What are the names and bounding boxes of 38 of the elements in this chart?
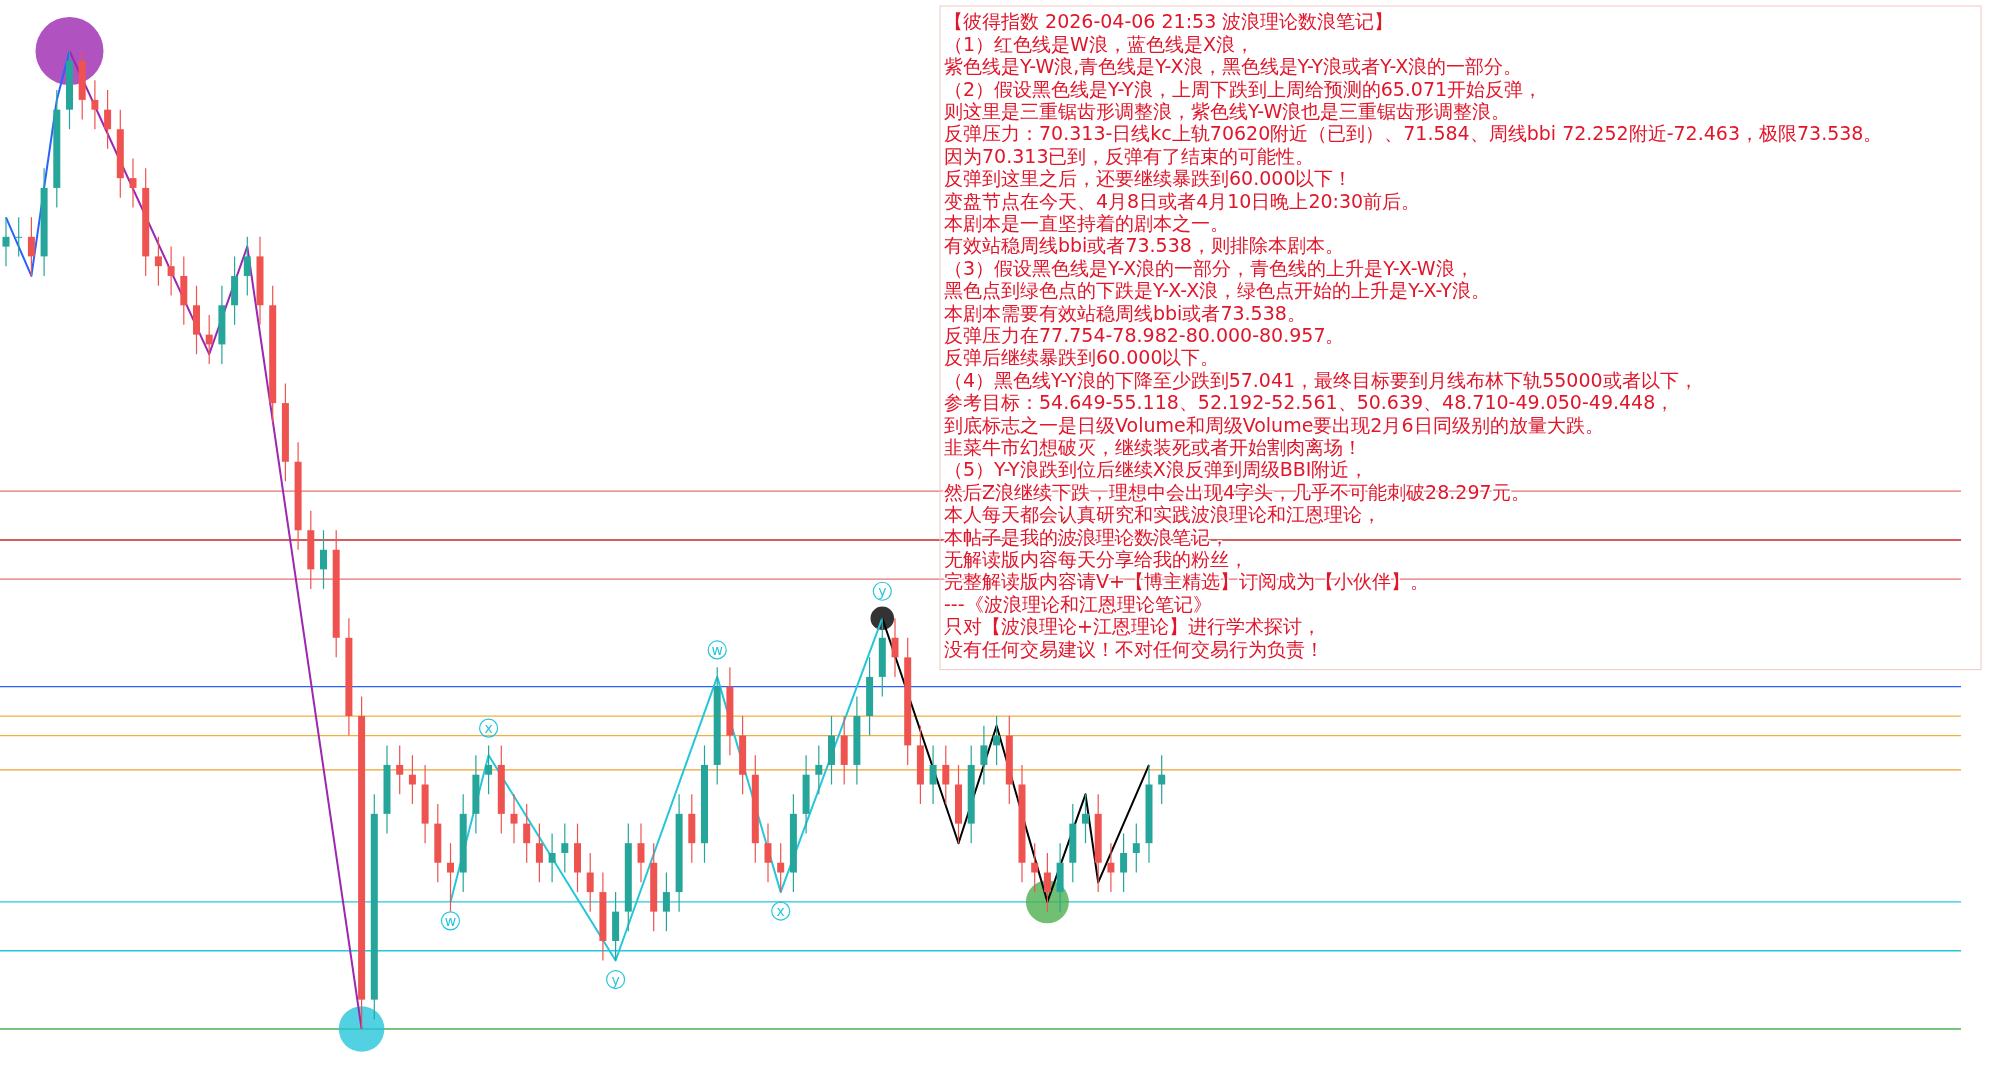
annotation: 黑色点到绿色点的下跌是Y-X-X浪，绿色点开始的上升是Y-X-Y浪。 (944, 279, 1490, 302)
annotation: 反弹后继续暴跌到60.000以下。 (944, 346, 1220, 369)
wave-label: y (606, 969, 626, 990)
annotation: 没有任何交易建议！不对任何交易行为负责！ (944, 637, 1324, 660)
annotation: 有效站稳周线bbi或者73.538，则排除本剧本。 (944, 234, 1344, 257)
annotation: ---《波浪理论和江恩理论笔记》 (944, 592, 1212, 615)
wave-label: y (872, 581, 892, 601)
annotation: （5）Y-Y浪跌到位后继续X浪反弹到周级BBI附近， (944, 458, 1369, 481)
annotation: （3）假设黑色线是Y-X浪的一部分，青色线的上升是Y-X-W浪， (944, 256, 1474, 279)
annotation: 本剧本是一直坚持着的剧本之一。 (944, 212, 1229, 234)
annotation: 只对【波浪理论+江恩理论】进行学术探讨， (944, 615, 1321, 638)
annotation: 参考目标：54.649-55.118、52.192-52.561、50.639、48.710-49.050-49.448， (944, 391, 1675, 414)
chart-title: 【彼得指数 2026-04-06 21:53 波浪理论数浪笔记】 (944, 10, 1394, 33)
wave-label: w (440, 911, 461, 931)
annotation: x (776, 903, 785, 920)
annotation: y (878, 583, 887, 600)
annotation: 紫色线是Y-W浪,青色线是Y-X浪，黑色线是Y-Y浪或者Y-X浪的一部分。 (944, 55, 1523, 78)
annotation: 韭菜牛市幻想破灭，继续装死或者开始割肉离场！ (944, 436, 1362, 458)
annotation: （1）红色线是W浪，蓝色线是X浪， (944, 32, 1254, 55)
annotation: 变盘节点在今天、4月8日或者4月10日晚上20:30前后。 (944, 189, 1421, 212)
annotation: 本剧本需要有效站稳周线bbi或者73.538。 (944, 301, 1306, 324)
annotation: 反弹压力：70.313-日线kc上轨70620附近（已到）、71.584、周线bbi 72.252附近-72.463，极限73.538。 (944, 122, 1883, 145)
annotation: 因为70.313已到，反弹有了结束的可能性。 (944, 144, 1315, 167)
annotation: y (611, 971, 620, 988)
wave-label: x (771, 901, 791, 921)
annotation: 然后Z浪继续下跌，理想中会出现4字头，几乎不可能刺破28.297元。 (944, 480, 1530, 503)
annotation: 无解读版内容每天分享给我的粉丝， (944, 548, 1248, 570)
annotation: 则这里是三重锯齿形调整浪，紫色线Y-W浪也是三重锯齿形调整浪。 (944, 100, 1511, 122)
wave-label: w (707, 640, 727, 660)
annotation: x (484, 720, 493, 737)
annotation: 反弹压力在77.754-78.982-80.000-80.957。 (944, 324, 1345, 346)
annotation: 完整解读版内容请V+【博主精选】订阅成为【小伙伴】。 (944, 570, 1429, 593)
annotation: 到底标志之一是日级Volume和周级Volume要出现2月6日同级别的放量大跌。 (944, 413, 1604, 436)
wave-label: x (479, 718, 499, 738)
annotation: 反弹到这里之后，还要继续暴跌到60.000以下！ (944, 167, 1353, 190)
annotation: （2）假设黑色线是Y-Y浪，上周下跌到上周给预测的65.071开始反弹， (944, 77, 1543, 100)
annotation: 本人每天都会认真研究和实践波浪理论和江恩理论， (944, 503, 1381, 526)
annotation: （4）黑色线Y-Y浪的下降至少跌到57.041，最终目标要到月线布林下轨55000或者以下， (944, 368, 1698, 391)
